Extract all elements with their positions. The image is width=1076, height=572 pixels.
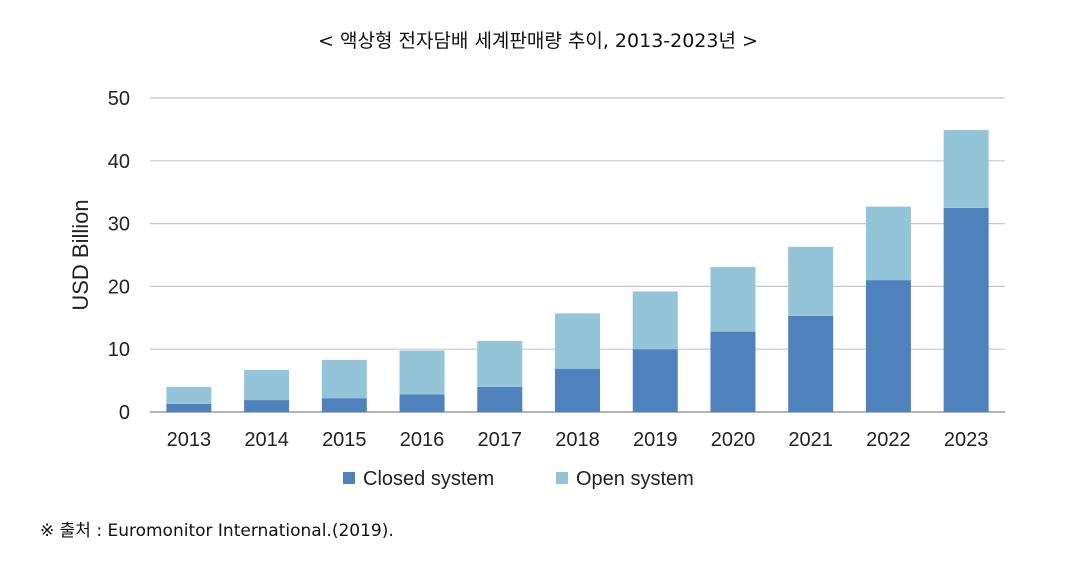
x-tick-label: 2016 (400, 429, 445, 451)
bar-open-system (321, 359, 367, 399)
legend-swatch (343, 472, 355, 484)
bar-open-system (710, 266, 756, 332)
bar-open-system (477, 341, 523, 387)
x-axis-ticks: 2013 2014 2015 2016 2017 2018 2019 2020 2021 2022… (167, 429, 989, 451)
x-tick-label: 2014 (244, 429, 289, 451)
bars (166, 130, 989, 412)
bar-closed-system (321, 398, 367, 412)
x-tick-label: 2013 (167, 429, 212, 451)
x-tick-label: 2023 (944, 429, 989, 451)
bar-closed-system (244, 400, 290, 412)
legend-swatch (556, 472, 568, 484)
bar-closed-system (399, 394, 445, 412)
bar-closed-system (166, 403, 212, 412)
y-axis-ticks: 0 10 20 30 40 50 (108, 88, 130, 424)
x-tick-label: 2015 (322, 429, 367, 451)
bar-open-system (632, 291, 678, 350)
legend-label: Open system (576, 468, 694, 490)
bar-open-system (555, 313, 600, 369)
bar-closed-system (788, 315, 834, 412)
bar-open-system (943, 130, 989, 208)
legend: Closed system Open system (343, 468, 694, 490)
x-tick-label: 2018 (555, 429, 600, 451)
bar-open-system (244, 369, 290, 401)
x-tick-label: 2020 (711, 429, 756, 451)
bar-closed-system (710, 331, 756, 412)
x-tick-label: 2022 (866, 429, 911, 451)
bar-closed-system (865, 280, 911, 412)
y-tick-label: 30 (108, 214, 130, 236)
bar-open-system (399, 350, 445, 395)
y-tick-label: 50 (108, 88, 130, 110)
x-tick-label: 2021 (788, 429, 833, 451)
bar-open-system (166, 386, 212, 404)
bar-open-system (788, 246, 834, 316)
y-tick-label: 10 (108, 339, 130, 361)
x-tick-label: 2017 (478, 429, 523, 451)
y-axis-label: USD Billion (68, 199, 93, 310)
x-tick-label: 2019 (633, 429, 678, 451)
source-note: ※ 출처 : Euromonitor International.(2019). (40, 521, 394, 541)
bar-closed-system (943, 207, 989, 412)
y-tick-label: 40 (108, 151, 130, 173)
bar-closed-system (555, 368, 600, 412)
legend-label: Closed system (363, 468, 494, 490)
chart-title: < 액상형 전자담배 세계판매량 추이, 2013-2023년 > (318, 30, 758, 52)
bar-open-system (865, 206, 911, 281)
bar-closed-system (632, 349, 678, 412)
y-tick-label: 20 (108, 276, 130, 298)
y-tick-label: 0 (119, 402, 130, 424)
bar-closed-system (477, 386, 523, 412)
